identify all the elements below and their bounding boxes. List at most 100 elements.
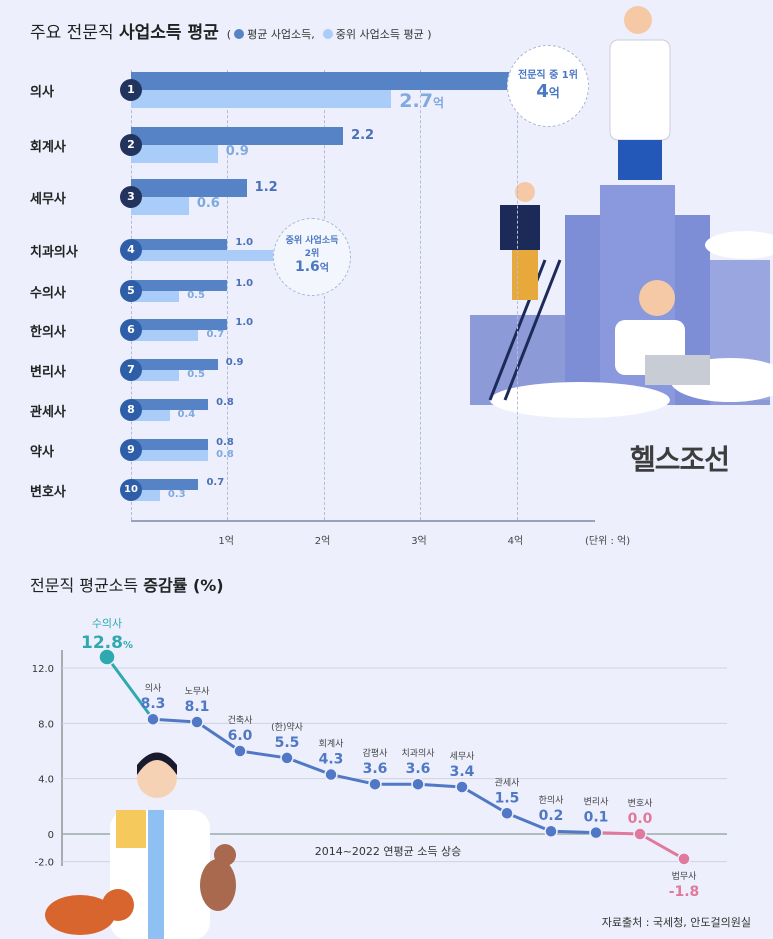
professionals-illustration	[470, 6, 773, 418]
legend-median: 중위 사업소득 평균	[335, 28, 424, 41]
doctor-pants	[618, 140, 662, 180]
point-value-label: 8.1	[185, 699, 210, 715]
data-point	[324, 767, 338, 782]
callout-first: 전문직 중 1위 4억	[507, 45, 589, 127]
bar-median	[131, 330, 199, 341]
line-segment	[461, 785, 508, 815]
point-value-label: 8.3	[141, 696, 166, 712]
callout-second-text: 중위 사업소득	[285, 236, 339, 246]
data-point	[589, 825, 603, 840]
data-point	[500, 806, 514, 821]
growth-line-chart: 12.0 8.0 4.0 0 -2.0 2014~2022 연평균 소득 상승 수의사 12.…	[32, 617, 727, 939]
man-pants	[512, 250, 538, 300]
data-point	[98, 648, 116, 666]
category-label: 관세사	[30, 405, 66, 420]
point-category-label: (한)약사	[271, 721, 304, 733]
worker-head	[639, 280, 675, 316]
value-label-average: 2.2	[351, 128, 375, 143]
value-label-average: 1.0	[235, 317, 254, 328]
percent-suffix: %	[123, 640, 133, 651]
point-value-label: 6.0	[228, 728, 253, 744]
bar-average	[131, 280, 228, 291]
value-label-average: 1.0	[235, 278, 254, 289]
y-tick-label: 12.0	[32, 664, 54, 675]
value-label-average: 0.7	[206, 477, 225, 488]
vet-hair	[137, 752, 177, 775]
point-value-label: -1.8	[669, 884, 700, 900]
brand-logo: 헬스조선	[630, 443, 730, 476]
value-label-average: 0.8	[216, 437, 234, 448]
point-value-label: 3.6	[406, 761, 431, 777]
x-tick-label: 4억	[507, 536, 524, 547]
title-bold: 사업소득 평균	[119, 23, 219, 43]
data-point	[368, 777, 382, 791]
callout-first-unit: 억	[548, 86, 560, 100]
point-category-label: 감평사	[363, 747, 389, 759]
value-label-average: 0.8	[216, 397, 234, 408]
point-category-label: 한의사	[539, 795, 565, 806]
point-value-label: 1.5	[495, 790, 520, 806]
point-category-label: 세무사	[450, 751, 476, 762]
vet-head	[137, 758, 177, 798]
rank-badge: 8	[120, 399, 142, 421]
category-label: 한의사	[30, 325, 66, 340]
legend-dot-median	[322, 29, 333, 39]
title-plain: 주요 전문직	[30, 23, 120, 43]
y-tick-label: -2.0	[34, 858, 54, 869]
point-value-label: 3.4	[450, 764, 475, 780]
point-category-label: 변리사	[584, 797, 610, 808]
laptop-icon	[645, 355, 710, 385]
bar-median	[131, 250, 286, 261]
bar-average	[131, 179, 247, 197]
bar-median	[131, 90, 392, 108]
callout-second-value: 1.6	[294, 259, 320, 275]
value-label-median: 0.6	[196, 196, 220, 211]
doctor-coat	[609, 39, 671, 141]
x-axis	[131, 520, 595, 522]
legend-open: (	[226, 28, 232, 41]
value-label-median: 0.5	[187, 290, 205, 301]
value-label-average: 0.9	[225, 357, 244, 368]
line-segment	[639, 832, 685, 861]
gridline	[420, 70, 422, 520]
category-label: 회계사	[30, 140, 66, 155]
title-bold: 증감률 (%)	[143, 576, 224, 595]
bar-chart-title: 주요 전문직 사업소득 평균 (평균 사업소득, 중위 사업소득 평균 )	[30, 18, 432, 43]
bar-median	[131, 370, 180, 381]
line-segment	[239, 749, 288, 760]
value-suffix: 억	[432, 96, 444, 110]
point-category-label: 변호사	[628, 798, 654, 809]
line-segment	[506, 811, 552, 833]
category-label: 수의사	[30, 286, 66, 301]
y-tick-label: 0	[48, 830, 54, 841]
man-suit	[500, 205, 540, 250]
point-value-label: 4.3	[319, 752, 344, 768]
title-plain: 전문직 평균소득	[30, 576, 144, 595]
value-label-median: 0.4	[177, 409, 196, 420]
legend: (평균 사업소득, 중위 사업소득 평균 )	[227, 28, 432, 41]
bar-median	[131, 197, 189, 215]
legend-avg: 평균 사업소득,	[247, 28, 315, 41]
category-label: 변리사	[30, 365, 66, 380]
x-tick-label: 2억	[314, 536, 331, 547]
data-point	[544, 824, 558, 838]
cat-icon	[200, 859, 236, 911]
value-label-median: 0.7	[206, 329, 225, 340]
rank-badge: 1	[120, 79, 142, 101]
category-label: 약사	[30, 445, 54, 460]
unit-label: (단위 : 억)	[585, 536, 631, 547]
rank-badge: 2	[120, 134, 142, 156]
value-label-average: 1.2	[254, 180, 278, 195]
value-label-median: 0.5	[187, 369, 205, 380]
rank-badge: 6	[120, 319, 142, 341]
bar-average	[131, 319, 228, 330]
dog-icon	[45, 895, 115, 935]
cloud	[490, 382, 670, 418]
bar-median	[131, 410, 170, 421]
line-segment	[550, 829, 597, 835]
point-category-label: 관세사	[495, 777, 521, 788]
value-label-median: 0.3	[167, 489, 186, 500]
point-category-label: 치과의사	[401, 747, 435, 759]
line-segment	[196, 720, 241, 753]
y-tick-label: 4.0	[38, 775, 54, 786]
